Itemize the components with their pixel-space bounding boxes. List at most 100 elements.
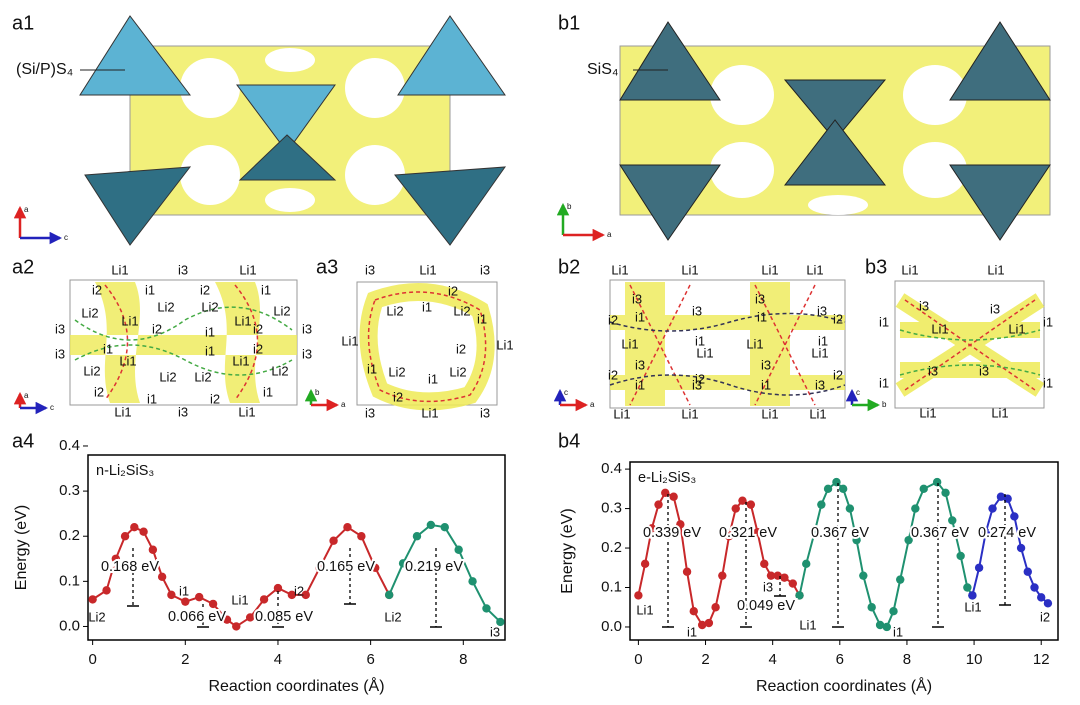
axis-letter: a [590, 400, 595, 409]
site-label: Li1 [761, 262, 778, 277]
site-label: Li1 [114, 404, 131, 419]
data-point [669, 492, 678, 501]
data-point [371, 563, 380, 573]
panel-label: b4 [558, 430, 580, 452]
site-label: i3 [480, 405, 490, 420]
data-point [232, 622, 241, 631]
tetrahedron [79, 15, 192, 96]
data-point [689, 606, 698, 616]
data-point [139, 527, 148, 536]
axis-letter: b [882, 400, 887, 409]
site-label: Li2 [273, 303, 290, 318]
site-label: i3 [480, 262, 490, 277]
data-point [682, 567, 692, 576]
y-tick-label: 0.3 [601, 500, 622, 517]
site-label: i3 [632, 291, 642, 306]
site-label: i1 [179, 583, 189, 598]
data-point [130, 522, 139, 532]
site-label: i3 [692, 303, 702, 318]
data-point [222, 615, 232, 624]
site-label: Li1 [111, 262, 128, 277]
site-label: Li1 [613, 406, 630, 421]
data-point [996, 492, 1006, 501]
site-label: i1 [695, 333, 705, 348]
axis-letter: c [856, 388, 860, 397]
barrier-label: 0.219 eV [405, 559, 463, 575]
y-tick-label: 0.0 [601, 618, 622, 635]
axis-letter: a [24, 205, 29, 214]
series-line [92, 525, 391, 628]
site-label: i1 [147, 391, 157, 406]
site-label: i2 [833, 311, 843, 326]
data-point [753, 528, 762, 537]
barrier-label: 0.274 eV [978, 525, 1036, 541]
site-label: Li1 [341, 333, 358, 348]
data-point [148, 545, 158, 554]
site-label: Li1 [987, 262, 1004, 277]
barrier-label: 0.367 eV [811, 525, 869, 541]
data-point [845, 504, 855, 513]
data-point [802, 559, 811, 569]
y-tick-label: 0.0 [59, 617, 80, 634]
tetrahedron [397, 15, 506, 96]
site-label: Li1 [419, 262, 436, 277]
data-point [1043, 599, 1053, 608]
site-label: i2 [695, 371, 705, 386]
data-point [932, 477, 942, 487]
site-label: i2 [210, 391, 220, 406]
site-label: Li2 [386, 303, 403, 318]
site-label: Li2 [159, 369, 176, 384]
site-label: i3 [763, 579, 773, 594]
data-point [398, 559, 408, 568]
site-label: Li1 [964, 599, 981, 614]
barrier-label: 0.367 eV [911, 525, 969, 541]
data-point [676, 520, 685, 529]
chart-title: n-Li₂SiS₃ [96, 463, 154, 479]
data-point [724, 531, 734, 541]
x-tick-label: 4 [768, 651, 776, 668]
data-point [988, 504, 997, 513]
site-label: i2 [200, 282, 210, 297]
y-axis-label: Energy (eV) [13, 505, 30, 590]
barrier-label: 0.165 eV [317, 559, 375, 575]
site-label: Li2 [201, 299, 218, 314]
site-label: i1 [205, 343, 215, 358]
site-label: i3 [990, 301, 1000, 316]
data-point [810, 528, 819, 537]
tetrahedron [783, 119, 887, 186]
site-label: Li1 [239, 262, 256, 277]
site-label: i1 [428, 371, 438, 386]
data-point [357, 532, 366, 541]
site-label: Li1 [238, 404, 255, 419]
data-point [1010, 512, 1019, 521]
data-point [974, 563, 984, 572]
axis-letter: c [64, 233, 68, 242]
polyhedron-label: SiS₄ [587, 61, 618, 78]
data-point [468, 577, 477, 586]
data-point [956, 551, 965, 561]
site-label: i3 [815, 377, 825, 392]
data-point [711, 603, 720, 612]
data-point [647, 524, 657, 533]
data-point [889, 606, 898, 616]
site-label: Li2 [81, 305, 98, 320]
site-label: i1 [263, 384, 273, 399]
tetrahedron [949, 164, 1051, 241]
data-point [875, 620, 885, 630]
barrier-label: 0.321 eV [719, 525, 777, 541]
data-point [195, 592, 204, 602]
data-point [1037, 593, 1046, 602]
plot-frame [87, 454, 506, 641]
y-axis-label: Energy (eV) [559, 508, 576, 593]
axis-letter: b [315, 388, 320, 397]
panel-label: b2 [558, 256, 580, 278]
data-point [412, 532, 422, 541]
site-label: i3 [755, 291, 765, 306]
site-label: i1 [205, 324, 215, 339]
site-label: i1 [893, 624, 903, 639]
data-point [859, 571, 868, 580]
data-point [948, 516, 957, 525]
chart-title: e-Li₂SiS₃ [638, 470, 696, 486]
site-label: i1 [261, 282, 271, 297]
